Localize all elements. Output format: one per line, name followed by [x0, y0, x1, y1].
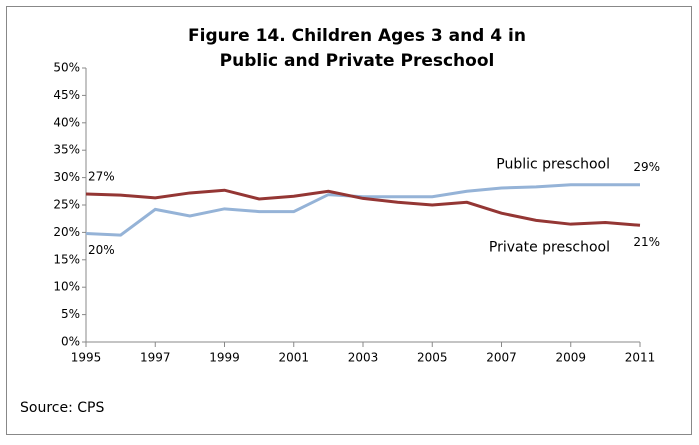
y-tick-label: 10% — [53, 280, 80, 294]
value-label: 27% — [88, 170, 115, 184]
y-tick-label: 20% — [53, 225, 80, 239]
y-tick-label: 45% — [53, 88, 80, 102]
y-tick-label: 15% — [53, 252, 80, 266]
series-line — [85, 183, 640, 237]
series-label: Public preschool — [496, 157, 610, 173]
chart-title: Figure 14. Children Ages 3 and 4 in — [188, 26, 526, 46]
x-tick-label: 1997 — [140, 351, 171, 365]
source-note: Source: CPS — [20, 400, 104, 416]
x-tick-label: 2003 — [348, 351, 379, 365]
x-tick-label: 2011 — [625, 351, 656, 365]
series-label: Private preschool — [489, 239, 610, 255]
y-tick-label: 30% — [53, 170, 80, 184]
y-tick-label: 35% — [53, 143, 80, 157]
chart-title: Public and Private Preschool — [220, 51, 495, 71]
y-tick-label: 0% — [61, 335, 80, 349]
value-label: 20% — [88, 243, 115, 257]
x-tick-label: 2007 — [486, 351, 517, 365]
x-tick-label: 1999 — [209, 351, 240, 365]
x-tick-label: 2005 — [417, 351, 448, 365]
y-tick-label: 25% — [53, 198, 80, 212]
x-tick-label: 2001 — [278, 351, 309, 365]
series-line — [85, 188, 641, 227]
chart-frame — [6, 6, 692, 435]
value-label: 29% — [633, 160, 660, 174]
y-tick-label: 40% — [53, 115, 80, 129]
x-tick-label: 2009 — [555, 351, 586, 365]
value-label: 21% — [633, 235, 660, 249]
x-tick-label: 1995 — [71, 351, 102, 365]
y-tick-label: 5% — [61, 307, 80, 321]
y-tick-label: 50% — [53, 61, 80, 75]
